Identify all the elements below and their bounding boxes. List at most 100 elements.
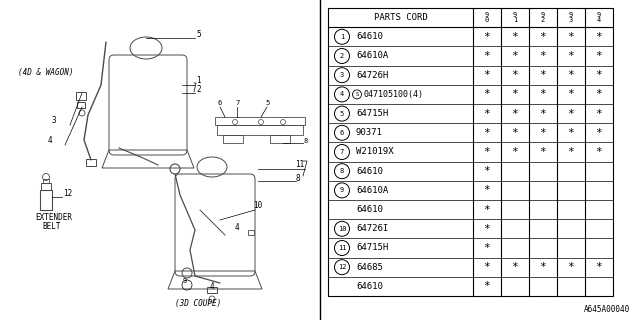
Text: *: * — [596, 51, 602, 61]
Text: 6: 6 — [340, 130, 344, 136]
Bar — [41, 183, 51, 190]
Text: *: * — [540, 32, 547, 42]
Bar — [207, 287, 217, 293]
Text: 8: 8 — [304, 138, 308, 144]
Text: *: * — [568, 89, 574, 100]
Text: 5: 5 — [340, 111, 344, 116]
Text: *: * — [484, 147, 490, 157]
Text: 12: 12 — [63, 189, 72, 198]
Text: 64715H: 64715H — [356, 109, 388, 118]
Text: *: * — [568, 108, 574, 119]
Text: (3D COUPE): (3D COUPE) — [175, 299, 221, 308]
Text: *: * — [484, 51, 490, 61]
Text: *: * — [484, 185, 490, 196]
Text: 2: 2 — [196, 85, 200, 94]
Text: 64715H: 64715H — [356, 244, 388, 252]
Text: *: * — [540, 89, 547, 100]
Text: 1: 1 — [340, 34, 344, 40]
Bar — [248, 230, 254, 235]
Text: 4: 4 — [235, 223, 239, 232]
Text: *: * — [596, 32, 602, 42]
Text: *: * — [596, 70, 602, 80]
Text: *: * — [596, 147, 602, 157]
Bar — [328, 8, 613, 296]
Text: 64610: 64610 — [356, 282, 383, 291]
Text: *: * — [596, 262, 602, 272]
Bar — [43, 179, 49, 183]
Text: 64610: 64610 — [356, 32, 383, 41]
Text: *: * — [511, 89, 518, 100]
Text: *: * — [511, 108, 518, 119]
Text: 4: 4 — [210, 282, 214, 291]
Text: *: * — [484, 166, 490, 176]
Text: *: * — [596, 89, 602, 100]
Text: 9: 9 — [340, 188, 344, 193]
Text: *: * — [511, 128, 518, 138]
Text: 64610: 64610 — [356, 205, 383, 214]
Text: 12: 12 — [338, 264, 346, 270]
Bar — [270, 135, 290, 143]
Text: *: * — [540, 108, 547, 119]
Text: 047105100(4): 047105100(4) — [363, 90, 423, 99]
Text: 9: 9 — [183, 278, 188, 284]
Bar — [86, 159, 96, 166]
Text: 9
1: 9 1 — [513, 12, 517, 23]
Text: *: * — [596, 108, 602, 119]
Text: *: * — [568, 70, 574, 80]
Text: *: * — [511, 70, 518, 80]
Text: 6: 6 — [218, 100, 222, 106]
Text: 64610A: 64610A — [356, 186, 388, 195]
Text: 9
0: 9 0 — [485, 12, 489, 23]
Text: 9
3: 9 3 — [569, 12, 573, 23]
Text: 10: 10 — [253, 201, 262, 210]
Text: 5: 5 — [196, 30, 200, 39]
Text: 11: 11 — [295, 160, 304, 169]
Text: 64610A: 64610A — [356, 52, 388, 60]
Text: 64610: 64610 — [356, 167, 383, 176]
Text: *: * — [540, 70, 547, 80]
Text: 11: 11 — [338, 245, 346, 251]
Text: 90371: 90371 — [356, 128, 383, 137]
Text: *: * — [511, 147, 518, 157]
Text: *: * — [540, 128, 547, 138]
Text: *: * — [540, 51, 547, 61]
Text: *: * — [540, 262, 547, 272]
Text: 64685: 64685 — [356, 263, 383, 272]
Text: 2: 2 — [340, 53, 344, 59]
Text: *: * — [484, 243, 490, 253]
Text: 8: 8 — [296, 174, 301, 183]
Text: 3: 3 — [52, 116, 56, 125]
Text: *: * — [484, 204, 490, 215]
Text: *: * — [511, 262, 518, 272]
Bar — [40, 190, 52, 210]
Text: EXTENDER: EXTENDER — [35, 213, 72, 222]
Text: 9
2: 9 2 — [541, 12, 545, 23]
Text: PARTS CORD: PARTS CORD — [374, 13, 428, 22]
Text: *: * — [484, 108, 490, 119]
Text: 3: 3 — [340, 72, 344, 78]
Text: 7: 7 — [235, 100, 239, 106]
Text: *: * — [484, 32, 490, 42]
Text: (4D & WAGON): (4D & WAGON) — [18, 68, 74, 77]
Text: W21019X: W21019X — [356, 148, 394, 156]
Text: 64726I: 64726I — [356, 224, 388, 233]
Bar — [217, 125, 303, 135]
Text: *: * — [568, 51, 574, 61]
Bar — [215, 117, 305, 125]
Text: *: * — [484, 224, 490, 234]
Text: 7: 7 — [340, 149, 344, 155]
Text: *: * — [568, 128, 574, 138]
Text: 10: 10 — [338, 226, 346, 232]
Text: *: * — [511, 51, 518, 61]
Text: BELT: BELT — [42, 222, 61, 231]
Text: 64726H: 64726H — [356, 71, 388, 80]
Text: 4: 4 — [48, 136, 52, 145]
Text: *: * — [568, 147, 574, 157]
Text: *: * — [484, 70, 490, 80]
Text: 8: 8 — [340, 168, 344, 174]
Text: S: S — [355, 92, 358, 97]
Text: *: * — [484, 128, 490, 138]
Text: *: * — [484, 262, 490, 272]
Text: *: * — [511, 32, 518, 42]
Text: A645A00040: A645A00040 — [584, 305, 630, 314]
